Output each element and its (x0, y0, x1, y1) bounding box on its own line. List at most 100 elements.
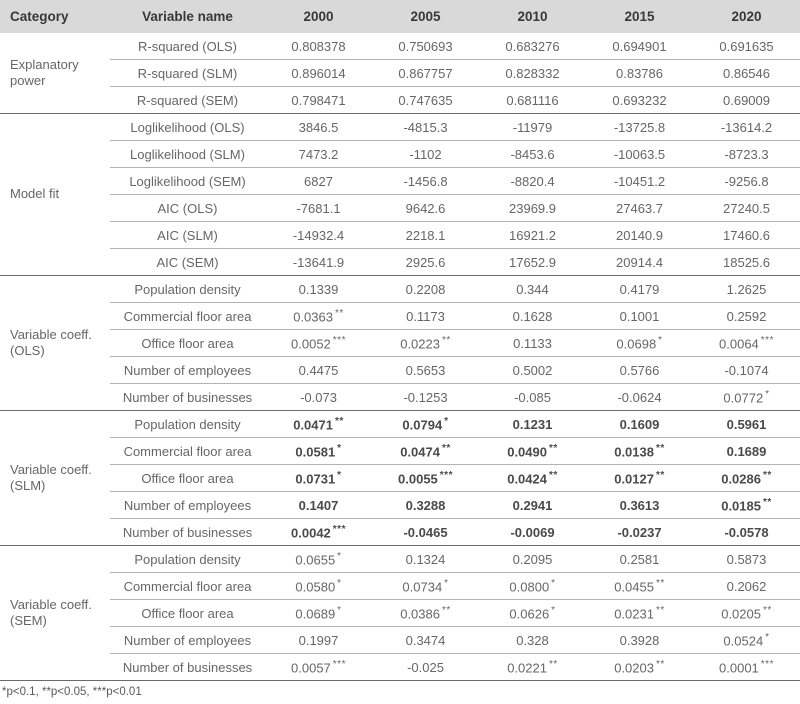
value-number: 0.0490 (507, 444, 547, 460)
value-number: 0.0052 (291, 336, 331, 352)
value-cell: 0.1339 (265, 275, 372, 303)
value-number: 0.0698 (616, 336, 657, 352)
value-cell: 0.867757 (372, 59, 479, 87)
value-number: -13725.8 (613, 119, 666, 135)
table-row: Number of employees 0.4475 0.5653 0.5002 0.5… (0, 356, 800, 384)
table-row: Commercial floor area 0.0580 * 0.0734 * 0.080… (0, 572, 800, 600)
significance-stars: ** (548, 658, 558, 670)
category-cell: Variable coeff. (SEM) (0, 545, 110, 681)
significance-stars: ** (655, 658, 665, 670)
value-cell: -0.1074 (693, 356, 800, 384)
table-row: Office floor area 0.0689 * 0.0386 ** 0.0626 * 0… (0, 599, 800, 627)
value-number: 17460.6 (723, 227, 770, 243)
value-number: 0.0185 (721, 498, 761, 514)
value-cell: 0.0363 ** (265, 302, 372, 330)
value-number: 0.0057 (291, 660, 331, 676)
value-cell: 0.0794 * (372, 410, 479, 438)
value-number: -0.0237 (617, 524, 662, 540)
value-cell: 0.2062 (693, 572, 800, 600)
value-number: 0.0231 (614, 606, 654, 622)
variable-name-cell: R-squared (SLM) (110, 59, 265, 87)
value-number: 0.0580 (295, 579, 336, 595)
value-number: 3846.5 (298, 119, 339, 135)
value-cell: 9642.6 (372, 194, 479, 222)
table-row: Number of employees 0.1997 0.3474 0.328 0.39… (0, 626, 800, 654)
value-cell: 0.2208 (372, 275, 479, 303)
value-cell: 0.0800 * (479, 572, 586, 600)
value-number: 0.344 (516, 281, 549, 297)
value-number: 0.0455 (614, 579, 654, 595)
variable-name-cell: Number of businesses (110, 653, 265, 681)
value-number: -0.073 (300, 389, 337, 405)
value-number: 0.5766 (619, 362, 660, 378)
value-cell: 0.2941 (479, 491, 586, 519)
value-number: 0.798471 (291, 92, 346, 108)
significance-stars: * (551, 577, 556, 589)
value-number: -0.0069 (510, 524, 555, 540)
significance-stars: * (337, 469, 342, 481)
value-number: -11979 (512, 119, 553, 135)
value-number: 0.1407 (298, 497, 339, 513)
variable-name-cell: Population density (110, 275, 265, 303)
value-number: -8453.6 (510, 146, 555, 162)
variable-name-cell: Loglikelihood (SLM) (110, 140, 265, 168)
header-year-2005: 2005 (372, 0, 479, 33)
value-cell: 0.83786 (586, 59, 693, 87)
significance-stars: * (765, 631, 770, 643)
value-cell: -0.025 (372, 653, 479, 681)
value-cell: -8453.6 (479, 140, 586, 168)
variable-name-cell: Loglikelihood (SEM) (110, 167, 265, 195)
value-cell: 0.5766 (586, 356, 693, 384)
value-cell: -0.0465 (372, 518, 479, 546)
value-number: 0.5961 (726, 416, 767, 432)
value-number: 0.0001 (719, 660, 759, 676)
variable-name-cell: AIC (SLM) (110, 221, 265, 249)
category-cell: Explanatory power (10, 56, 79, 88)
value-cell: 0.0731 * (265, 464, 372, 492)
variable-name-cell: Number of employees (110, 626, 265, 654)
value-number: 0.2592 (726, 308, 767, 324)
table-row: Number of businesses 0.0057 *** -0.025 0.022… (0, 653, 800, 681)
value-number: -8723.3 (724, 146, 769, 162)
value-number: 0.828332 (505, 65, 560, 81)
header-year-2015: 2015 (586, 0, 693, 33)
value-number: 0.3288 (405, 497, 446, 513)
value-number: 0.0471 (293, 417, 333, 433)
value-number: 9642.6 (405, 200, 446, 216)
value-number: 0.693232 (612, 92, 667, 108)
value-cell: 0.828332 (479, 59, 586, 87)
variable-name-cell: Loglikelihood (OLS) (110, 113, 265, 141)
value-cell: 0.5873 (693, 545, 800, 573)
value-number: 0.1324 (405, 551, 446, 567)
significance-stars: ** (655, 577, 665, 589)
significance-stars: *** (760, 334, 774, 346)
value-cell: 0.0057 *** (265, 653, 372, 681)
table-row: Commercial floor area 0.0363 ** 0.1173 0.162… (0, 302, 800, 330)
value-number: 18525.6 (723, 254, 770, 270)
value-cell: 0.0581 * (265, 437, 372, 465)
value-number: 0.1628 (512, 308, 553, 324)
value-cell: 0.86546 (693, 59, 800, 87)
significance-stars: * (337, 604, 342, 616)
value-cell: 2925.6 (372, 248, 479, 276)
value-number: 0.0363 (293, 309, 333, 325)
value-number: 0.0800 (509, 579, 550, 595)
header-year-2020: 2020 (693, 0, 800, 33)
value-number: 0.5873 (726, 551, 767, 567)
value-number: 0.0042 (291, 525, 331, 541)
value-number: 0.2095 (512, 551, 553, 567)
table-row: Number of businesses 0.0042 *** -0.0465 -0.0… (0, 518, 800, 546)
value-number: 0.1133 (513, 335, 552, 351)
variable-name-cell: Population density (110, 545, 265, 573)
value-cell: 0.0524 * (693, 626, 800, 654)
value-cell: 0.1133 (479, 329, 586, 357)
value-cell: 0.0042 *** (265, 518, 372, 546)
value-cell: 17460.6 (693, 221, 800, 249)
value-cell: -4815.3 (372, 113, 479, 141)
value-number: 0.0286 (721, 471, 761, 487)
value-cell: 7473.2 (265, 140, 372, 168)
value-cell: -13725.8 (586, 113, 693, 141)
value-cell: 0.694901 (586, 33, 693, 60)
significance-stars: *** (332, 334, 346, 346)
